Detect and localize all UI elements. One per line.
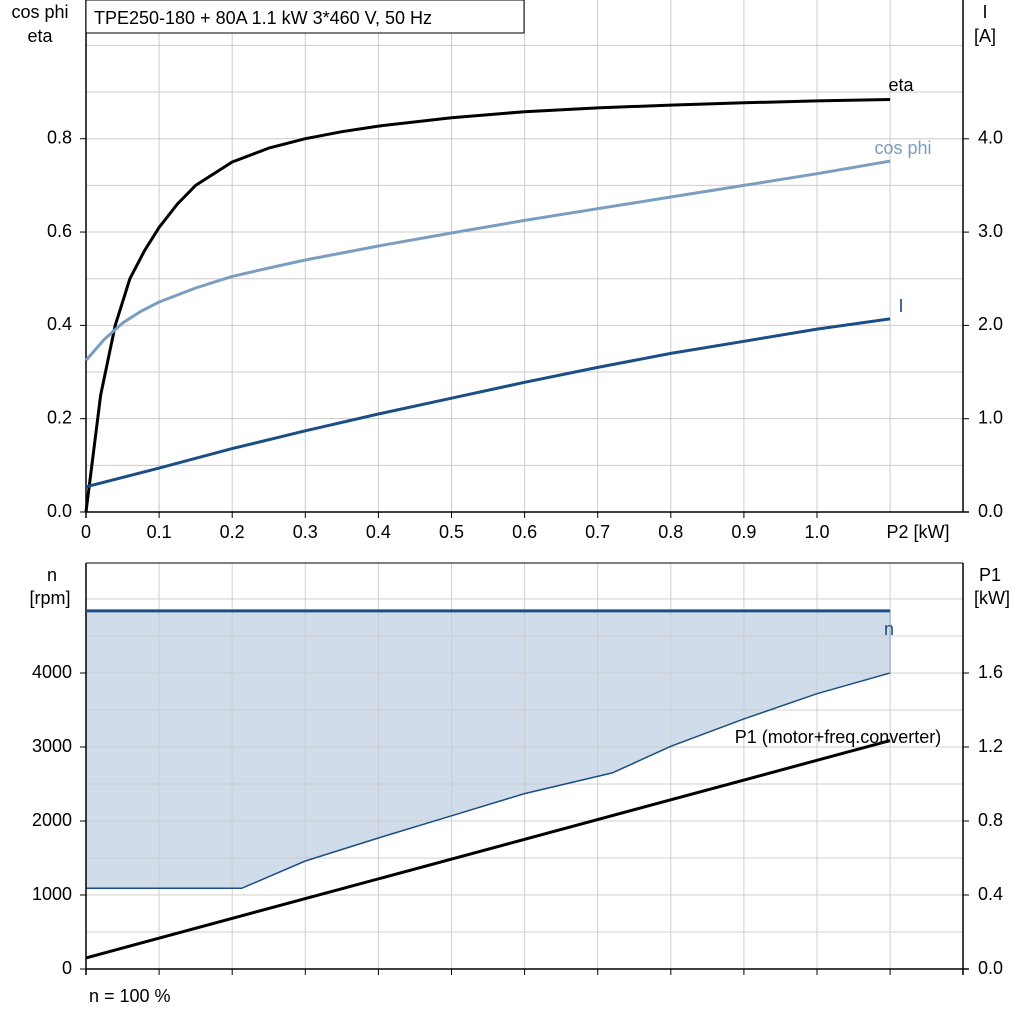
x-tick-label: 0.9 xyxy=(731,522,756,542)
top-y-right-tick-label: 0.0 xyxy=(978,501,1003,521)
x-tick-label: 0.2 xyxy=(220,522,245,542)
bottom-y-right-label-p1: P1 xyxy=(979,565,1001,585)
x-tick-label: 0 xyxy=(81,522,91,542)
x-tick-label: 0.8 xyxy=(658,522,683,542)
top-y-right-label-unit: [A] xyxy=(974,26,996,46)
x-axis-label: P2 [kW] xyxy=(886,522,949,542)
bottom-y-right-label-unit: [kW] xyxy=(974,588,1010,608)
top-y-left-tick-label: 0.2 xyxy=(47,407,72,427)
x-tick-label: 0.7 xyxy=(585,522,610,542)
bottom-y-left-tick-label: 1000 xyxy=(32,884,72,904)
bottom-y-left-tick-label: 4000 xyxy=(32,662,72,682)
x-tick-label: 0.4 xyxy=(366,522,391,542)
bottom-y-left-tick-label: 0 xyxy=(62,958,72,978)
x-tick-label: 0.3 xyxy=(293,522,318,542)
chart-title: TPE250-180 + 80A 1.1 kW 3*460 V, 50 Hz xyxy=(94,8,432,28)
bottom-y-right-tick-label: 0.0 xyxy=(978,958,1003,978)
series-line-p1 xyxy=(85,739,891,960)
top-y-left-tick-label: 0.0 xyxy=(47,501,72,521)
series-line-cos-phi xyxy=(84,159,891,362)
bottom-y-right-tick-label: 0.4 xyxy=(978,884,1003,904)
bottom-y-left-tick-label: 2000 xyxy=(32,810,72,830)
n-range-area xyxy=(86,610,891,889)
series-label-eta: eta xyxy=(888,75,914,95)
series-label-i: I xyxy=(898,296,903,316)
top-y-left-tick-label: 0.4 xyxy=(47,314,72,334)
series-line-eta xyxy=(84,98,891,513)
title-box xyxy=(85,0,525,34)
x-tick-label: 0.1 xyxy=(147,522,172,542)
series-label-p1: P1 (motor+freq.converter) xyxy=(735,727,942,747)
series-line-i xyxy=(85,317,891,489)
top-y-right-tick-label: 3.0 xyxy=(978,221,1003,241)
x-tick-label: 0.6 xyxy=(512,522,537,542)
x-tick-label: 1.0 xyxy=(804,522,829,542)
bottom-y-right-tick-label: 1.6 xyxy=(978,662,1003,682)
bottom-y-left-label-unit: [rpm] xyxy=(29,588,70,608)
bottom-y-right-tick-label: 1.2 xyxy=(978,736,1003,756)
n-range-lower-boundary xyxy=(86,672,891,890)
top-y-right-tick-label: 4.0 xyxy=(978,128,1003,148)
top-y-left-tick-label: 0.8 xyxy=(47,127,72,147)
bottom-y-right-tick-label: 0.8 xyxy=(978,810,1003,830)
top-y-right-tick-label: 2.0 xyxy=(978,314,1003,334)
top-y-right-label-i: I xyxy=(982,2,987,22)
top-y-left-tick-label: 0.6 xyxy=(47,221,72,241)
top-y-left-label-eta: eta xyxy=(27,26,53,46)
top-y-left-label-cosphi: cos phi xyxy=(11,2,68,22)
bottom-y-left-label-n: n xyxy=(47,565,57,585)
top-y-right-tick-label: 1.0 xyxy=(978,407,1003,427)
series-label-n: n xyxy=(884,619,894,639)
bottom-y-left-tick-label: 3000 xyxy=(32,736,72,756)
footer-speed-note: n = 100 % xyxy=(89,986,171,1006)
series-label-cos-phi: cos phi xyxy=(874,138,931,158)
x-tick-label: 0.5 xyxy=(439,522,464,542)
